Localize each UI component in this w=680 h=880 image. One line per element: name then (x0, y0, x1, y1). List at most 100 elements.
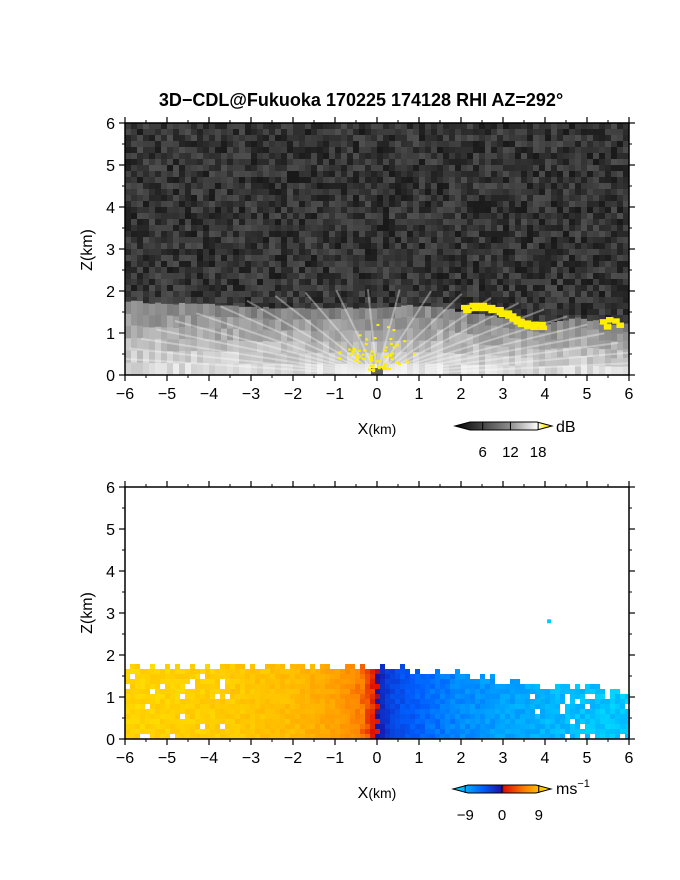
noise-cell (383, 165, 389, 171)
layer-cell (473, 344, 479, 356)
noise-cell (479, 201, 485, 207)
layer-cell (197, 339, 203, 352)
noise-cell (137, 153, 143, 159)
noise-cell (569, 153, 575, 159)
noise-cell (281, 219, 287, 225)
noise-cell (311, 207, 317, 213)
layer-cell (209, 363, 215, 375)
noise-cell (611, 177, 617, 183)
strong-signal-cell (479, 306, 489, 312)
noise-cell (317, 189, 323, 195)
noise-cell (413, 195, 419, 201)
velocity-cell (190, 729, 195, 734)
velocity-cell (180, 679, 185, 684)
noise-cell (167, 213, 173, 219)
noise-cell (485, 261, 491, 267)
noise-cell (503, 249, 509, 255)
noise-cell (611, 243, 617, 249)
noise-cell (245, 255, 251, 261)
noise-cell (293, 153, 299, 159)
noise-cell (569, 309, 575, 315)
strong-signal-cell (370, 368, 374, 372)
noise-cell (617, 213, 623, 219)
noise-cell (281, 129, 287, 135)
velocity-cell (130, 734, 135, 739)
noise-cell (353, 159, 359, 165)
noise-cell (233, 183, 239, 189)
layer-cell (293, 363, 299, 375)
layer-cell (575, 327, 581, 338)
velocity-cell (240, 704, 245, 709)
noise-cell (353, 285, 359, 291)
noise-cell (545, 195, 551, 201)
noise-cell (311, 147, 317, 153)
noise-cell (557, 279, 563, 285)
noise-cell (467, 135, 473, 141)
noise-cell (179, 255, 185, 261)
noise-cell (329, 255, 335, 261)
noise-cell (503, 141, 509, 147)
noise-cell (323, 201, 329, 207)
strong-signal-cell (490, 307, 501, 312)
noise-cell (371, 129, 377, 135)
velocity-cell (300, 664, 305, 669)
strong-signal-cell (515, 318, 525, 324)
noise-cell (353, 141, 359, 147)
strong-signal-cell (538, 325, 548, 331)
noise-cell (233, 267, 239, 273)
noise-cell (341, 291, 347, 297)
noise-cell (317, 243, 323, 249)
noise-cell (401, 219, 407, 225)
noise-cell (215, 243, 221, 249)
noise-cell (479, 183, 485, 189)
noise-cell (563, 219, 569, 225)
noise-cell (401, 189, 407, 195)
noise-cell (371, 297, 377, 303)
layer-cell (383, 318, 389, 331)
noise-cell (425, 159, 431, 165)
layer-cell (347, 307, 353, 320)
noise-cell (161, 231, 167, 237)
velocity-cell (345, 679, 350, 684)
noise-cell (467, 261, 473, 267)
noise-cell (215, 261, 221, 267)
velocity-cell (300, 684, 305, 689)
velocity-cell (140, 729, 145, 734)
noise-cell (587, 183, 593, 189)
noise-cell (383, 249, 389, 255)
velocity-cell (230, 694, 235, 699)
noise-cell (497, 201, 503, 207)
noise-cell (377, 267, 383, 273)
noise-cell (245, 243, 251, 249)
noise-cell (437, 225, 443, 231)
noise-cell (317, 255, 323, 261)
noise-cell (425, 267, 431, 273)
noise-cell (491, 249, 497, 255)
noise-cell (623, 153, 629, 159)
noise-cell (149, 159, 155, 165)
noise-cell (473, 219, 479, 225)
noise-cell (401, 243, 407, 249)
velocity-cell (135, 699, 140, 704)
noise-cell (521, 237, 527, 243)
noise-cell (221, 279, 227, 285)
noise-cell (599, 261, 605, 267)
velocity-cell (205, 679, 210, 684)
noise-cell (323, 231, 329, 237)
velocity-cell (125, 724, 130, 729)
noise-cell (197, 195, 203, 201)
layer-cell (125, 326, 131, 339)
noise-cell (173, 153, 179, 159)
noise-cell (479, 285, 485, 291)
noise-cell (527, 123, 533, 129)
noise-cell (233, 123, 239, 129)
velocity-cell (185, 669, 190, 674)
noise-cell (137, 285, 143, 291)
layer-cell (221, 351, 227, 365)
noise-cell (605, 207, 611, 213)
velocity-cell (125, 699, 130, 704)
velocity-cell (330, 684, 335, 689)
noise-cell (443, 231, 449, 237)
noise-cell (347, 213, 353, 219)
noise-cell (131, 285, 137, 291)
